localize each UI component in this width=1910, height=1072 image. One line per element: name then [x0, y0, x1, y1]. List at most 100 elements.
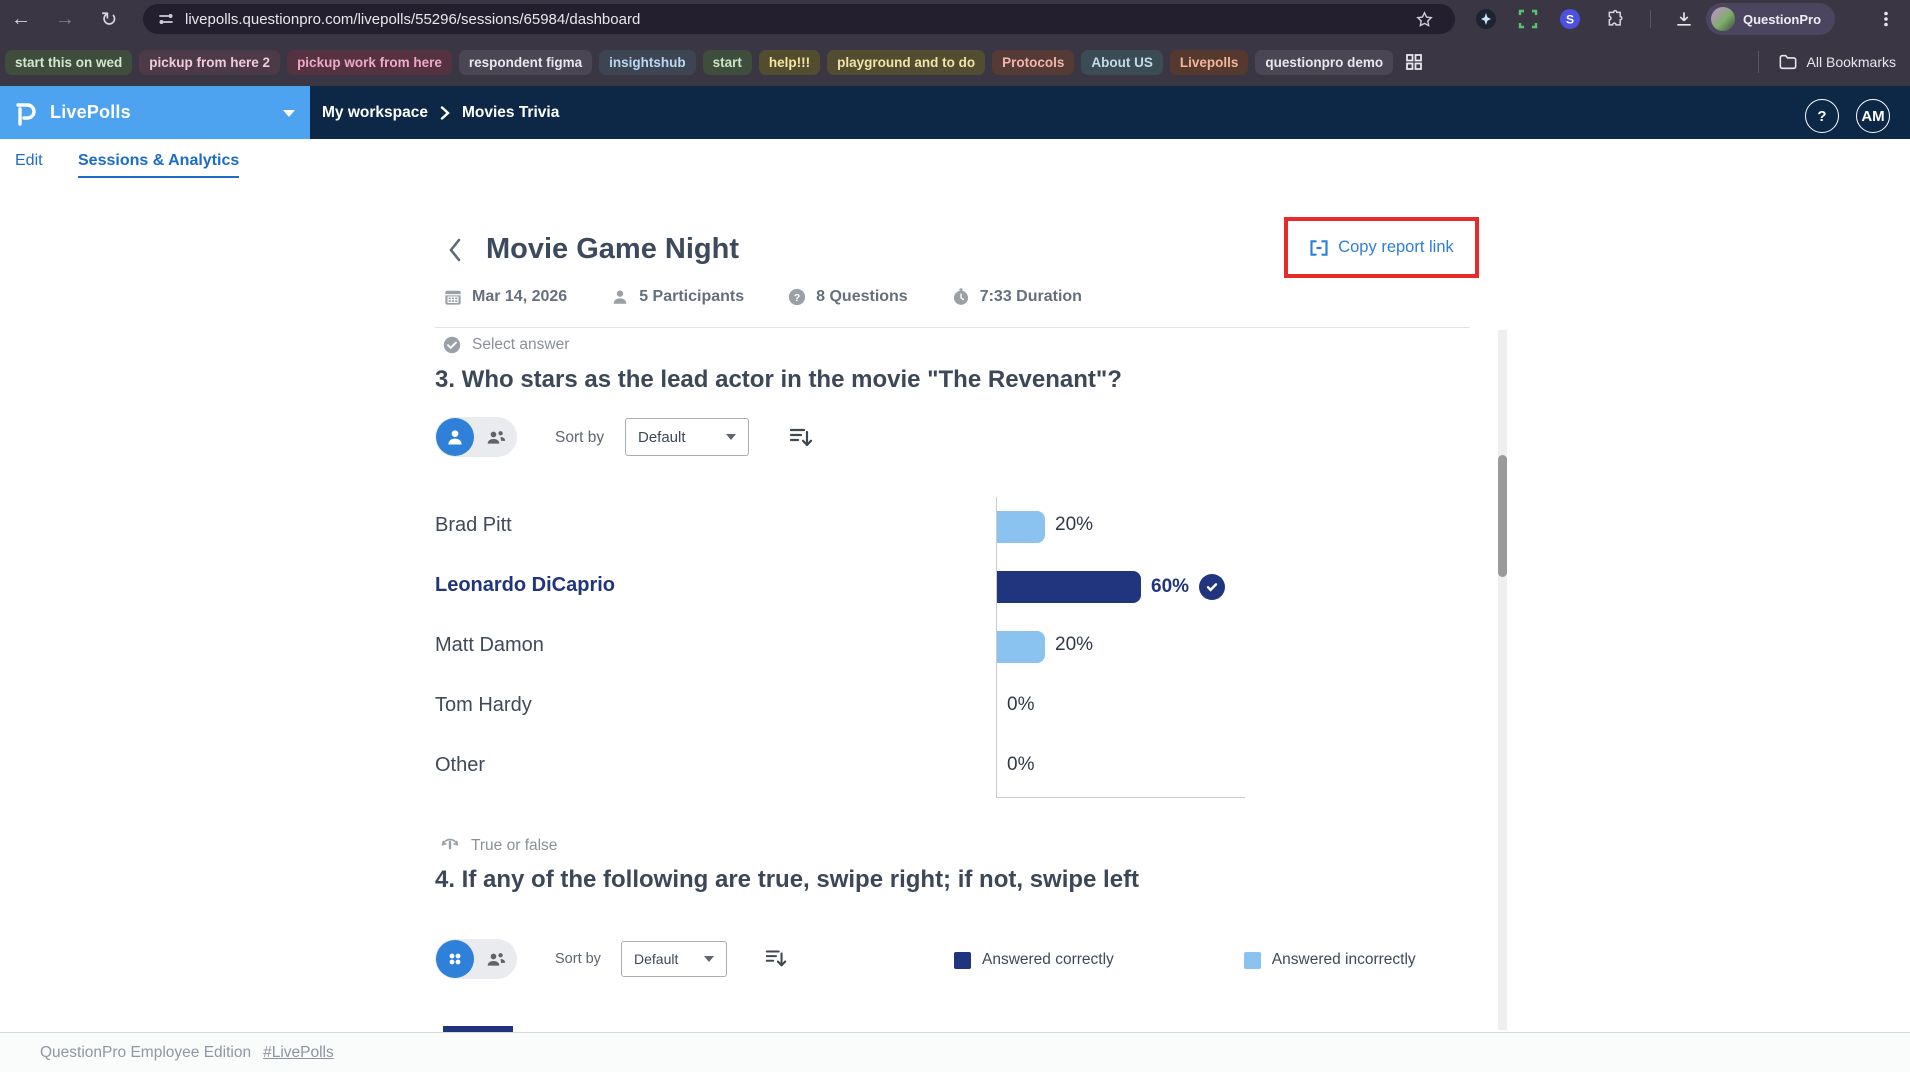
profile-name: QuestionPro — [1743, 11, 1822, 27]
q3-sort-order-icon[interactable] — [788, 424, 814, 455]
browser-menu-icon[interactable] — [1868, 0, 1904, 38]
svg-text:S: S — [1566, 13, 1574, 27]
address-bar[interactable]: livepolls.questionpro.com/livepolls/5529… — [143, 4, 1455, 34]
toolbar-divider — [1650, 10, 1651, 28]
answer-option-label: Other — [435, 754, 486, 776]
answer-value: 20% — [1055, 514, 1094, 535]
bookmark-item[interactable]: help!!! — [758, 49, 821, 75]
user-avatar[interactable]: AM — [1856, 99, 1890, 133]
q4-sort-order-icon[interactable] — [764, 946, 788, 975]
apps-grid-icon[interactable] — [1405, 53, 1423, 71]
answer-option-label: Matt Damon — [435, 634, 544, 656]
answer-value: 0% — [1007, 694, 1035, 715]
scrollbar-thumb[interactable] — [1498, 455, 1507, 577]
footer-livepolls-link[interactable]: #LivePolls — [263, 1043, 334, 1061]
breadcrumb-chevron-icon — [440, 105, 450, 120]
q4-sortby-label: Sort by — [555, 951, 601, 967]
bookmark-item[interactable]: pickup from here 2 — [139, 49, 281, 75]
downloads-icon[interactable] — [1666, 0, 1702, 38]
meta-item: 5 Participants — [611, 288, 744, 306]
legend-item: Answered incorrectly — [1243, 951, 1416, 969]
bookmark-item[interactable]: respondent figma — [458, 49, 593, 75]
meta-label: 7:33 Duration — [979, 288, 1082, 305]
browser-profile-chip[interactable]: QuestionPro — [1706, 3, 1836, 35]
copy-report-link-button[interactable]: Copy report link — [1309, 238, 1454, 257]
answer-option-label: Leonardo DiCaprio — [435, 574, 616, 596]
q4-type-label: True or false — [471, 836, 558, 854]
answer-value: 60% — [1151, 576, 1190, 597]
legend-item: Answered correctly — [954, 951, 1114, 969]
q3-view-toggle[interactable] — [435, 417, 517, 457]
extension-capture-icon[interactable] — [1510, 0, 1546, 38]
chart-axis-x — [996, 797, 1245, 798]
help-button[interactable]: ? — [1805, 99, 1839, 133]
bookmarks-list: start this on wed pickup from here 2 picku… — [5, 49, 1394, 75]
bookmark-star-icon[interactable] — [1415, 10, 1434, 29]
group-view-icon[interactable] — [474, 949, 517, 969]
group-view-icon[interactable] — [474, 427, 517, 447]
q4-view-toggle[interactable] — [435, 939, 517, 979]
tab-edit[interactable]: Edit — [15, 152, 43, 169]
q3-type: Select answer — [443, 336, 569, 354]
q3-sort-dropdown[interactable]: Default — [625, 418, 749, 456]
product-name: LivePolls — [50, 102, 131, 122]
q4-title: 4. If any of the following are true, swi… — [435, 866, 1140, 893]
answer-bar — [997, 631, 1045, 663]
bookmark-item[interactable]: insightshub — [599, 49, 696, 75]
bookmark-item[interactable]: Livepolls — [1169, 49, 1249, 75]
bookmarks-divider — [1757, 51, 1759, 73]
q3-sort-value: Default — [638, 428, 686, 446]
breadcrumb-workspace[interactable]: My workspace — [322, 103, 428, 121]
grid-view-icon[interactable] — [436, 940, 474, 978]
bookmark-item[interactable]: pickup work from here — [287, 49, 452, 75]
legend-swatch — [954, 951, 971, 969]
all-bookmarks-label[interactable]: All Bookmarks — [1806, 54, 1896, 70]
forward-icon[interactable]: → — [55, 7, 75, 30]
extensions-puzzle-icon[interactable] — [1598, 0, 1634, 38]
product-switcher[interactable]: LivePolls — [0, 86, 310, 139]
answer-bar — [997, 571, 1141, 603]
answer-value: 20% — [1055, 634, 1094, 655]
dropdown-caret-icon — [704, 956, 714, 962]
person-view-icon[interactable] — [436, 418, 474, 456]
bookmark-item[interactable]: About US — [1081, 49, 1163, 75]
bookmark-item[interactable]: start — [702, 49, 752, 75]
bookmarks-bar: start this on wed pickup from here 2 picku… — [0, 38, 1910, 86]
legend-label: Answered correctly — [982, 951, 1114, 968]
breadcrumb-current: Movies Trivia — [461, 103, 560, 121]
legend-swatch — [1243, 951, 1261, 969]
meta-label: 8 Questions — [816, 288, 908, 305]
q4-bar-fragment — [443, 1026, 513, 1032]
url-text: livepolls.questionpro.com/livepolls/5529… — [185, 10, 641, 28]
copy-report-link-label: Copy report link — [1338, 238, 1454, 256]
folder-icon — [1779, 54, 1797, 70]
swipe-icon — [440, 836, 460, 855]
person-icon — [611, 288, 629, 306]
site-info-icon[interactable] — [157, 10, 175, 28]
bookmark-item[interactable]: playground and to do — [827, 49, 986, 75]
bookmark-item[interactable]: Protocols — [992, 49, 1075, 75]
q4-sort-dropdown[interactable]: Default — [621, 941, 727, 977]
back-button[interactable] — [447, 237, 463, 268]
dropdown-caret-icon — [726, 434, 736, 440]
q3-chart: Brad Pitt 20% Leonardo DiCaprio 60% Matt Dam… — [435, 497, 1265, 798]
session-meta: Mar 14, 2026 5 Participants? 8 Questions 7:… — [444, 288, 1082, 306]
scrollbar-track[interactable] — [1498, 330, 1507, 1030]
extension-avatar-icon[interactable] — [1468, 0, 1504, 38]
app-header — [0, 86, 1910, 139]
question-icon: ? — [788, 288, 806, 306]
extension-s-icon[interactable]: S — [1552, 0, 1588, 38]
bookmark-item[interactable]: questionpro demo — [1255, 49, 1394, 75]
tab-sessions-analytics[interactable]: Sessions & Analytics — [78, 152, 240, 178]
legend-label: Answered incorrectly — [1271, 951, 1416, 968]
q4-sort-value: Default — [634, 951, 679, 967]
answer-value: 0% — [1007, 754, 1035, 775]
calendar-icon — [444, 288, 462, 306]
chevron-down-icon[interactable] — [283, 110, 295, 117]
reload-icon[interactable]: ↻ — [100, 8, 118, 31]
meta-label: 5 Participants — [639, 288, 745, 305]
bookmark-item[interactable]: start this on wed — [5, 49, 133, 75]
annotation-red-box: Copy report link — [1284, 217, 1479, 278]
back-icon[interactable]: ← — [11, 7, 31, 30]
